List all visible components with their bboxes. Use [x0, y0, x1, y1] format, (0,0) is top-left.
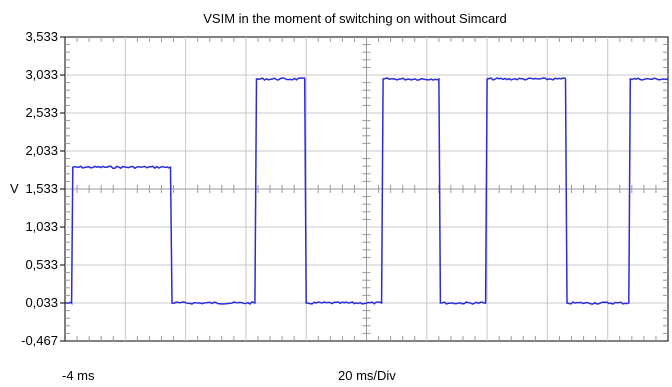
chart-title: VSIM in the moment of switching on witho… — [203, 11, 506, 26]
y-tick-label: 3,533 — [25, 29, 58, 44]
x-start-label: -4 ms — [62, 368, 95, 383]
y-axis-label: V — [10, 181, 19, 196]
y-tick-label: -0,467 — [21, 333, 58, 348]
x-scale-label: 20 ms/Div — [338, 368, 396, 383]
y-axis-ticks: 3,533 3,033 2,533 2,033 1,533 1,033 0,533 0,033… — [21, 29, 65, 348]
y-tick-label: 0,533 — [25, 257, 58, 272]
y-tick-label: 1,033 — [25, 219, 58, 234]
y-tick-label: 2,033 — [25, 143, 58, 158]
y-tick-label: 0,033 — [25, 295, 58, 310]
y-tick-label: 1,533 — [25, 181, 58, 196]
grid — [65, 37, 668, 341]
y-tick-label: 2,533 — [25, 105, 58, 120]
series-line — [65, 77, 669, 306]
y-tick-label: 3,033 — [25, 67, 58, 82]
